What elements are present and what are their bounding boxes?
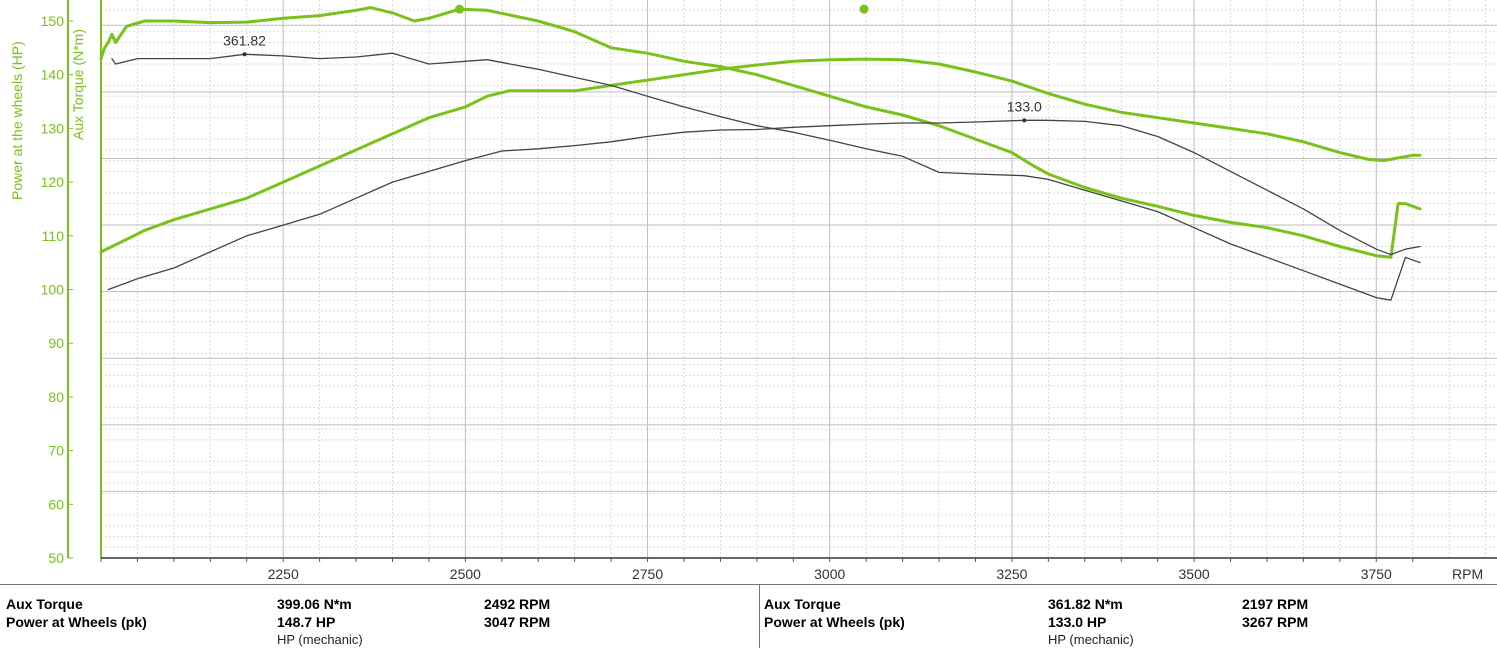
grid-minor	[101, 0, 1497, 558]
footer-right-row1-name: Aux Torque	[764, 596, 841, 612]
footer-left-values: 399.06 N*m 148.7 HP HP (mechanic)	[277, 595, 363, 649]
x-tick-labels: 2250 2500 2750 3000 3250 3500 3750	[100, 558, 1414, 582]
series-line-torque_run1	[99, 6, 1422, 259]
x-tick-label: 3500	[1179, 566, 1210, 582]
footer-left-row2-name: Power at Wheels (pk)	[6, 614, 147, 630]
x-axis-label: RPM	[1452, 566, 1483, 582]
footer-right-row2-rpm: 3267 RPM	[1242, 614, 1309, 630]
y-tick-label: 100	[41, 282, 65, 298]
x-tick-label: 3250	[996, 566, 1027, 582]
x-tick-label: 2750	[632, 566, 663, 582]
footer-left-row2-rpm: 3047 RPM	[484, 614, 551, 630]
y-tick-labels: 50 60 70 80 90 100 110 120 130 140 150	[41, 13, 73, 566]
x-tick-label: 2500	[450, 566, 481, 582]
results-footer: Aux Torque Power at Wheels (pk) 399.06 N…	[0, 584, 1497, 648]
x-tick-label: 3000	[814, 566, 845, 582]
series-line-torque_run2	[111, 52, 1421, 301]
x-tick-label: 3750	[1361, 566, 1392, 582]
series-line-power_run2	[107, 119, 1421, 291]
footer-left-row3-value: HP (mechanic)	[277, 632, 363, 647]
series-line-power_run1	[99, 57, 1422, 254]
dyno-chart: 50 60 70 80 90 100 110 120 130 140 150 2250 2500 275…	[9, 0, 1497, 582]
footer-left-row1-rpm: 2492 RPM	[484, 596, 551, 612]
footer-left-row2-value: 148.7 HP	[277, 614, 336, 630]
footer-left-rpms: 2492 RPM 3047 RPM	[484, 595, 550, 631]
y-tick-label: 120	[41, 174, 65, 190]
footer-right-row2-name: Power at Wheels (pk)	[764, 614, 905, 630]
y-tick-label: 90	[48, 335, 64, 351]
peak-marker	[1022, 118, 1027, 123]
y-axis-label-torque: Aux Torque (N*m)	[70, 29, 86, 140]
peak-label: 399.06	[438, 0, 481, 3]
footer-left-names: Aux Torque Power at Wheels (pk)	[6, 595, 147, 631]
footer-left-row1-name: Aux Torque	[6, 596, 83, 612]
series-group	[99, 6, 1422, 301]
footer-left-row1-value: 399.06 N*m	[277, 596, 352, 612]
y-tick-label: 50	[48, 550, 64, 566]
y-tick-label: 140	[41, 67, 65, 83]
y-tick-label: 130	[41, 120, 65, 136]
peak-label: 133.0	[1007, 98, 1042, 114]
footer-right-row1-rpm: 2197 RPM	[1242, 596, 1309, 612]
footer-right-names: Aux Torque Power at Wheels (pk)	[764, 595, 905, 631]
footer-divider	[759, 585, 760, 648]
y-tick-label: 60	[48, 496, 64, 512]
peak-marker	[455, 4, 465, 14]
peak-marker	[242, 52, 247, 57]
y-tick-label: 80	[48, 389, 64, 405]
peak-marker	[859, 4, 869, 14]
footer-right-row1-value: 361.82 N*m	[1048, 596, 1123, 612]
peak-annotations: 399.06 148.7 361.82 133.0	[223, 0, 1042, 123]
y-tick-label: 70	[48, 443, 64, 459]
y-tick-label: 150	[41, 13, 65, 29]
peak-label: 148.7	[846, 0, 881, 3]
x-tick-label: 2250	[268, 566, 299, 582]
footer-right-row3-value: HP (mechanic)	[1048, 632, 1134, 647]
footer-right-values: 361.82 N*m 133.0 HP HP (mechanic)	[1048, 595, 1134, 649]
footer-right-rpms: 2197 RPM 3267 RPM	[1242, 595, 1308, 631]
footer-right-row2-value: 133.0 HP	[1048, 614, 1107, 630]
y-tick-label: 110	[42, 228, 65, 244]
y-axis-label-power: Power at the wheels (HP)	[9, 41, 25, 200]
peak-label: 361.82	[223, 32, 266, 48]
